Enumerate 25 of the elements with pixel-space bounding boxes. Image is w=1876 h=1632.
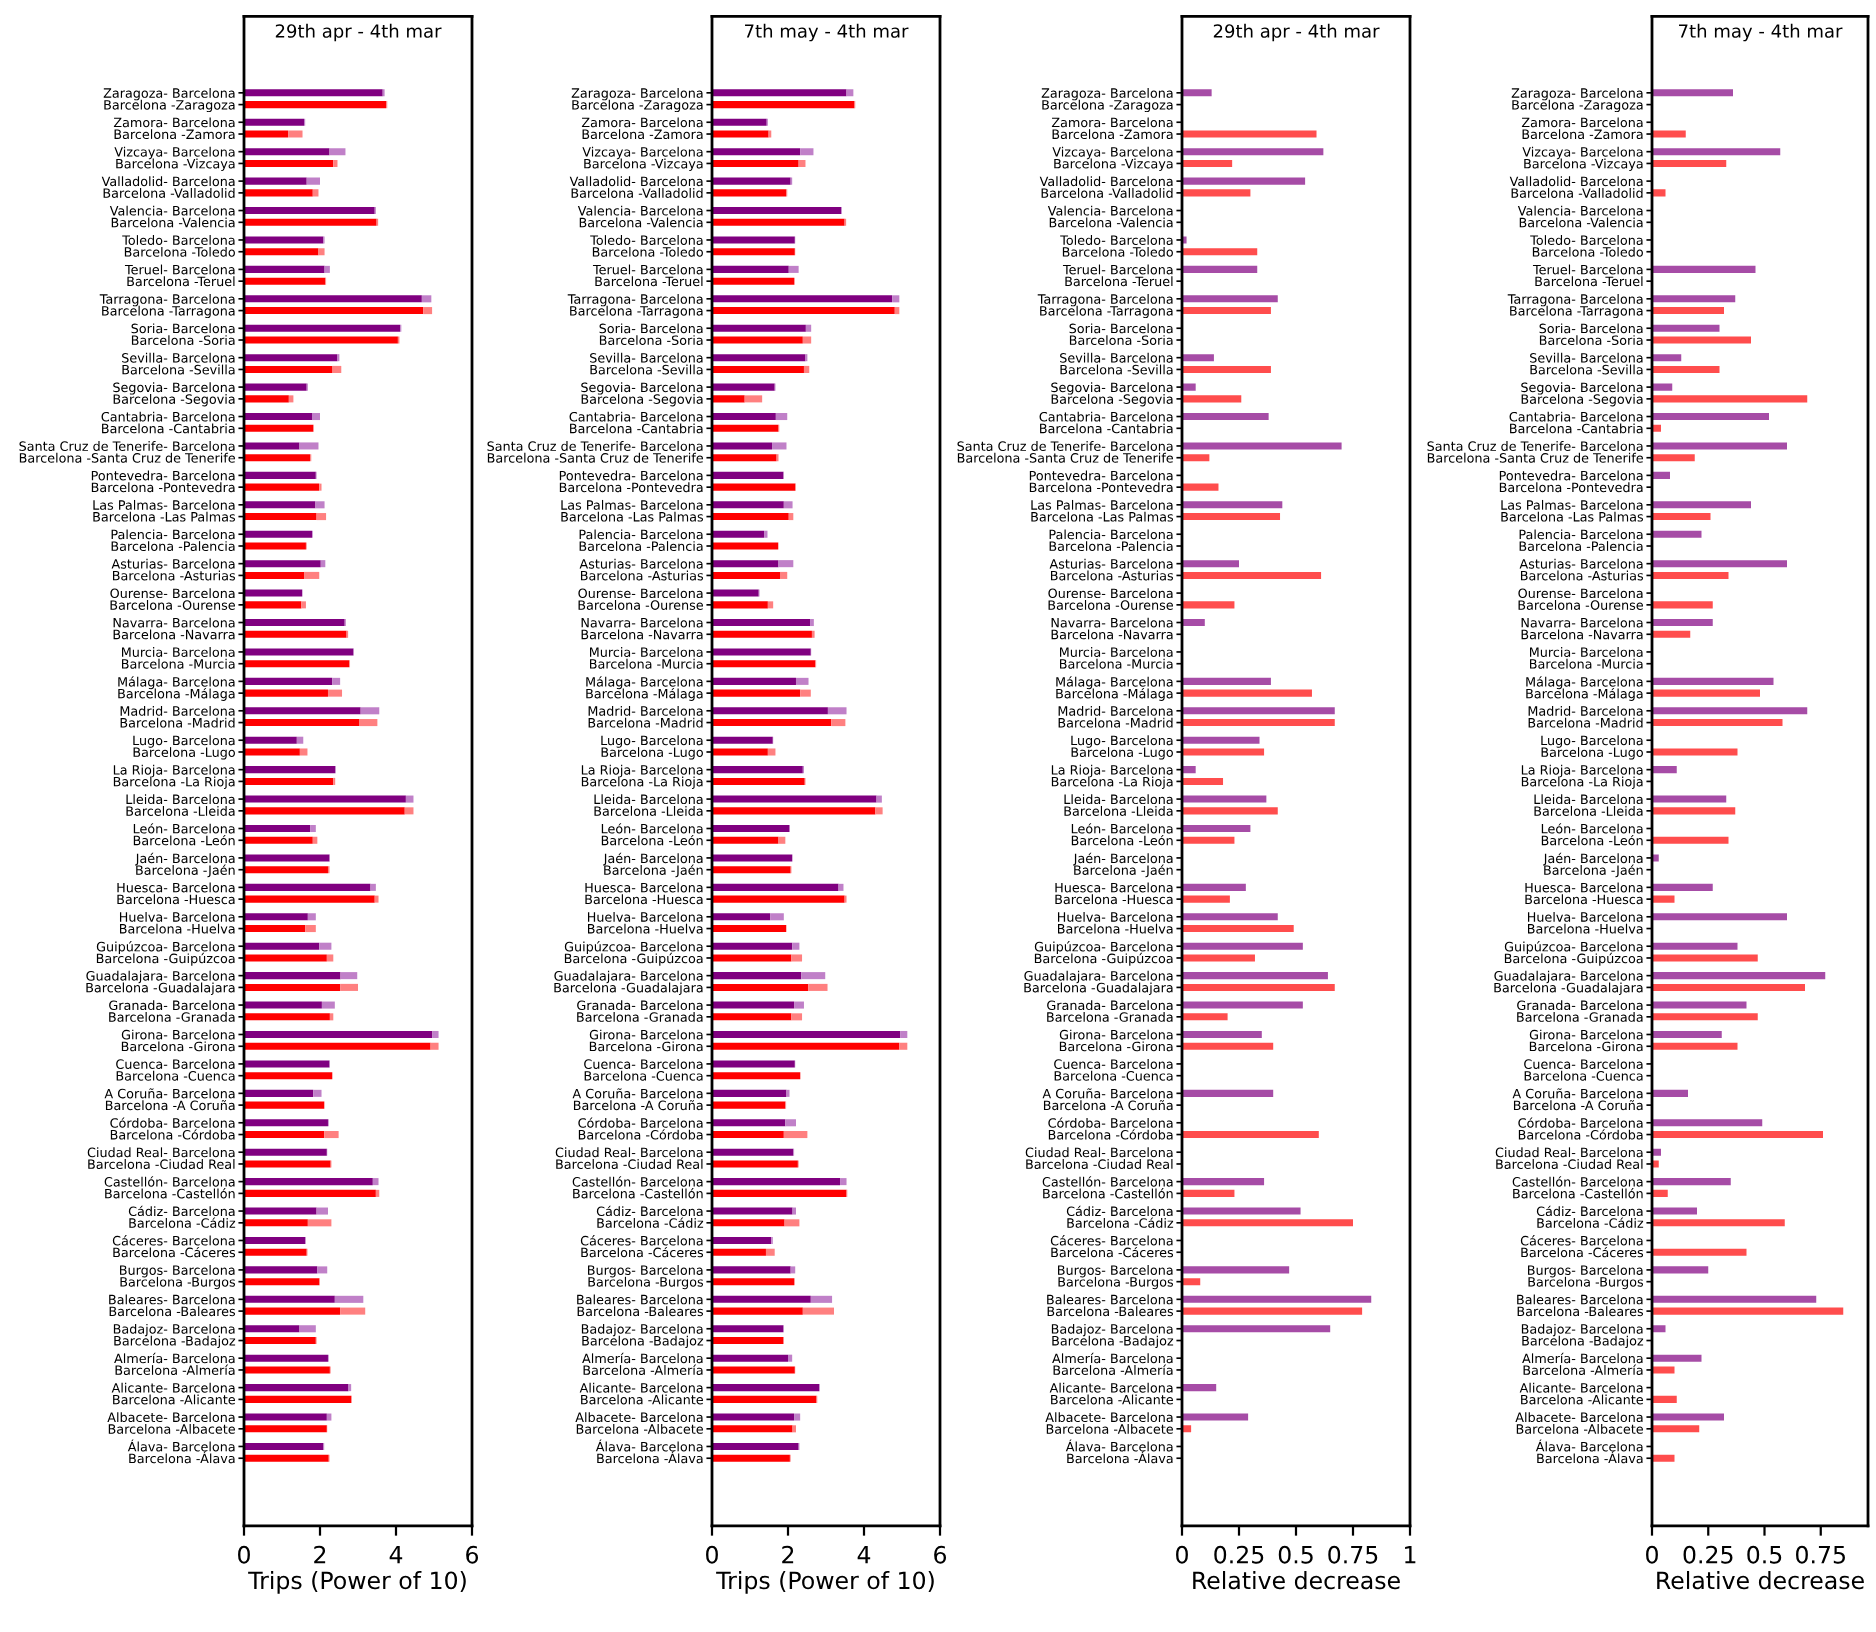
x-tick-label: 0 (238, 1545, 250, 1564)
x-axis-title: Relative decrease (1657, 1570, 1864, 1590)
x-tick-label: 1 (1405, 1546, 1416, 1564)
x-tick-label: 0.75 (1796, 1545, 1845, 1564)
x-axis-title: Relative decrease (1193, 1570, 1400, 1590)
x-tick-label: 0 (706, 1545, 718, 1564)
x-axis-title: Trips (Power of 10) (716, 1570, 934, 1594)
chart-title: 7th may - 4th mar (1679, 23, 1843, 42)
x-tick-label: 0.25 (1683, 1545, 1733, 1564)
x-tick-label: 4 (389, 1546, 403, 1564)
x-axis-title: Trips (Power of 10) (248, 1570, 466, 1594)
x-tick-label: 6 (934, 1545, 947, 1564)
chart-title: 29th apr - 4th mar (1213, 23, 1380, 42)
x-tick-label: 2 (314, 1545, 326, 1564)
x-tick-label: 4 (857, 1546, 871, 1564)
x-tick-label: 6 (466, 1545, 479, 1564)
x-tick-label: 0 (1646, 1545, 1658, 1564)
x-tick-label: 0.75 (1328, 1545, 1378, 1564)
x-tick-label: 0 (1176, 1545, 1188, 1564)
chart-title: 29th apr - 4th mar (275, 23, 442, 42)
x-tick-label: 0.5 (1278, 1545, 1313, 1564)
x-tick-label: 0.5 (1747, 1545, 1782, 1564)
x-tick-label: 2 (782, 1545, 794, 1564)
x-tick-label: 0.25 (1214, 1545, 1264, 1564)
chart-title: 7th may - 4th mar (745, 23, 909, 42)
